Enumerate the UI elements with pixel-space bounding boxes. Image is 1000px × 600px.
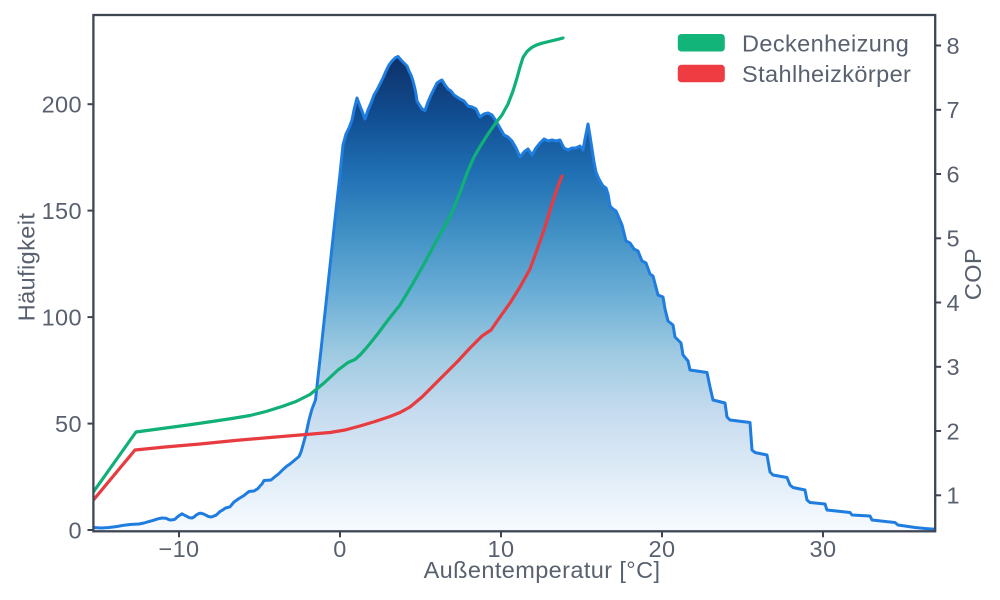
svg-text:100: 100 [42, 304, 82, 330]
svg-text:0: 0 [69, 517, 82, 543]
svg-text:30: 30 [810, 536, 837, 562]
svg-text:Häufigkeit: Häufigkeit [14, 213, 40, 322]
svg-text:50: 50 [55, 411, 82, 437]
svg-text:8: 8 [947, 33, 960, 59]
svg-text:2: 2 [947, 418, 960, 444]
svg-text:10: 10 [488, 536, 515, 562]
svg-text:3: 3 [947, 354, 960, 380]
svg-text:COP: COP [960, 248, 986, 300]
svg-text:Deckenheizung: Deckenheizung [742, 31, 909, 57]
svg-text:7: 7 [947, 97, 960, 123]
svg-text:4: 4 [947, 290, 960, 316]
svg-text:Stahlheizkörper: Stahlheizkörper [742, 61, 911, 87]
svg-text:−10: −10 [158, 536, 199, 562]
svg-text:20: 20 [649, 536, 676, 562]
svg-text:6: 6 [947, 161, 960, 187]
svg-text:Außentemperatur [°C]: Außentemperatur [°C] [424, 557, 661, 583]
svg-text:0: 0 [333, 536, 346, 562]
svg-text:5: 5 [947, 226, 960, 252]
svg-text:150: 150 [42, 198, 82, 224]
svg-text:1: 1 [947, 483, 960, 509]
svg-text:200: 200 [42, 92, 82, 118]
